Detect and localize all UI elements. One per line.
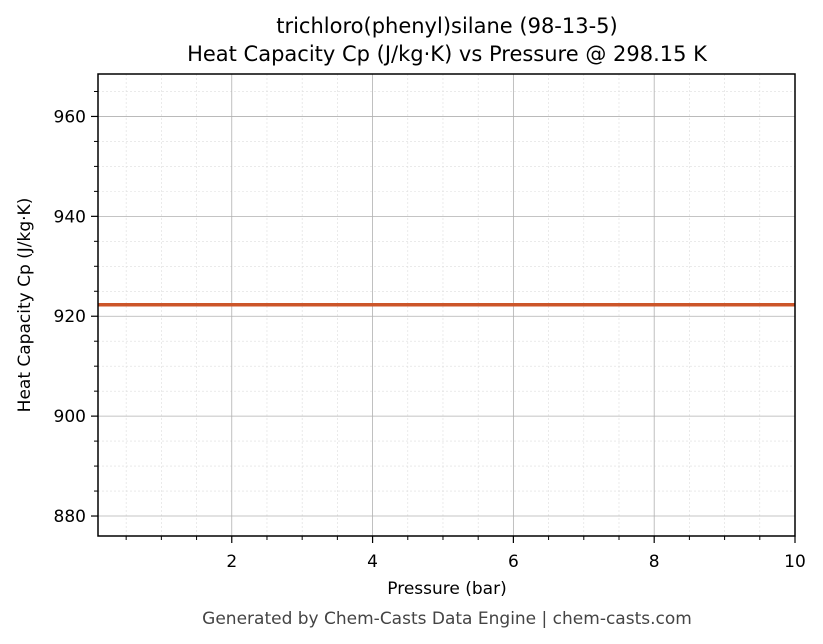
y-tick-label: 940	[54, 207, 86, 227]
x-tick-label: 4	[367, 552, 378, 572]
y-tick-label: 880	[54, 507, 86, 527]
y-axis-label: Heat Capacity Cp (J/kg·K)	[15, 198, 35, 413]
y-tick-label: 960	[54, 107, 86, 127]
minor-grid	[98, 74, 795, 536]
x-tick-label: 8	[649, 552, 660, 572]
x-tick-label: 6	[508, 552, 519, 572]
y-tick-label: 900	[54, 407, 86, 427]
footer-credit: Generated by Chem-Casts Data Engine | ch…	[202, 609, 692, 629]
chart-subtitle: Heat Capacity Cp (J/kg·K) vs Pressure @ …	[187, 42, 708, 66]
plot-area-frame	[97, 73, 796, 537]
y-tick-label: 920	[54, 307, 86, 327]
chart-title: trichloro(phenyl)silane (98-13-5)	[276, 14, 618, 38]
x-axis-label: Pressure (bar)	[387, 579, 506, 599]
x-tick-label: 10	[784, 552, 806, 572]
x-tick-label: 2	[226, 552, 237, 572]
tick-labels: 2 4 6 8 10 880 900 920 940 960	[54, 107, 806, 572]
axis-ticks	[91, 90, 796, 543]
